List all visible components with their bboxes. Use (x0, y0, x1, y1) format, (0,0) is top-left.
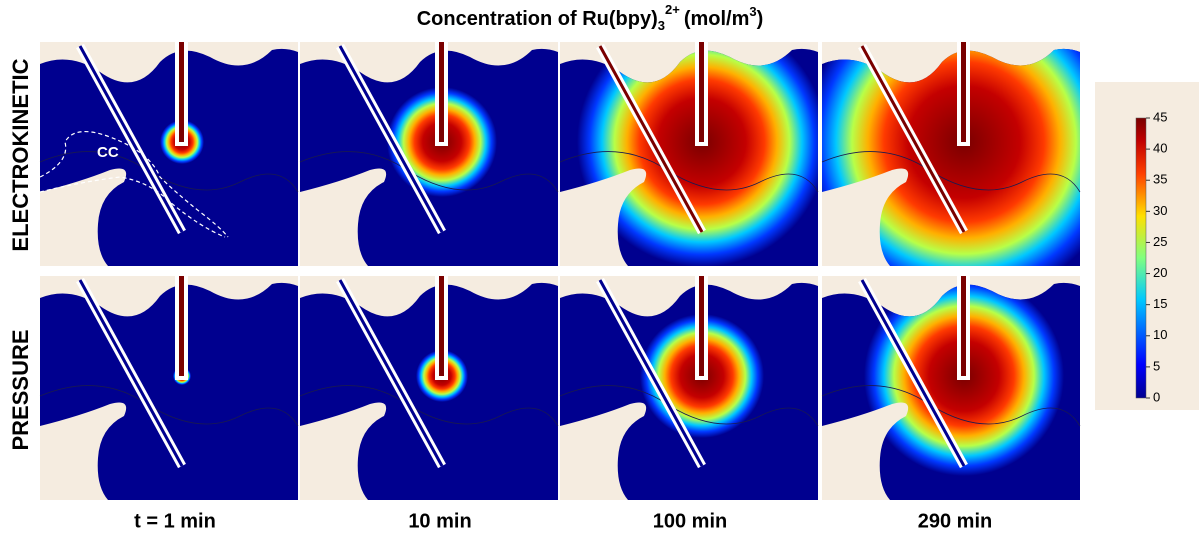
panel (822, 276, 1080, 500)
panel (804, 0, 1124, 302)
column-label: 290 min (918, 510, 992, 532)
title-superscript: 2+ (665, 2, 680, 17)
colorbar-tick-label: 15 (1153, 296, 1167, 311)
row-label: PRESSURE (8, 329, 33, 450)
title-text: Concentration of Ru(bpy) (417, 8, 658, 30)
figure: Concentration of Ru(bpy)32+(mol/m3) CCEL… (0, 0, 1202, 540)
colorbar-tick-label: 25 (1153, 234, 1167, 249)
colorbar-tick-label: 5 (1153, 358, 1160, 373)
capillary (439, 276, 444, 376)
capillary (179, 42, 184, 142)
annotation: CC (97, 144, 119, 161)
capillary (961, 42, 966, 142)
panel (300, 42, 558, 266)
figure-title: Concentration of Ru(bpy)32+(mol/m3) (417, 2, 764, 33)
capillary (439, 42, 444, 142)
panel (560, 17, 827, 267)
colorbar-tick-label: 20 (1153, 265, 1167, 280)
title-subscript: 3 (658, 18, 665, 33)
colorbar-tick-label: 40 (1153, 141, 1167, 156)
panel: CC (40, 42, 298, 266)
colorbar-box (1095, 82, 1199, 410)
column-label: 100 min (653, 510, 727, 532)
colorbar-tick-label: 35 (1153, 172, 1167, 187)
colorbar (1136, 118, 1146, 398)
panel (300, 276, 558, 500)
column-label: t = 1 min (134, 510, 216, 532)
panel (40, 276, 298, 500)
colorbar-tick-label: 0 (1153, 389, 1160, 404)
title-unit-superscript: 3 (749, 4, 756, 19)
colorbar-tick-label: 10 (1153, 327, 1167, 342)
capillary (699, 276, 704, 376)
title-unit: (mol/m (684, 8, 750, 30)
capillary (179, 276, 184, 376)
row-label: ELECTROKINETIC (8, 58, 33, 251)
colorbar-tick-label: 30 (1153, 203, 1167, 218)
title-unit-close: ) (757, 8, 764, 30)
panel (560, 276, 818, 500)
colorbar-tick-label: 45 (1153, 109, 1167, 124)
capillary (961, 276, 966, 376)
column-label: 10 min (408, 510, 471, 532)
capillary (699, 42, 704, 142)
